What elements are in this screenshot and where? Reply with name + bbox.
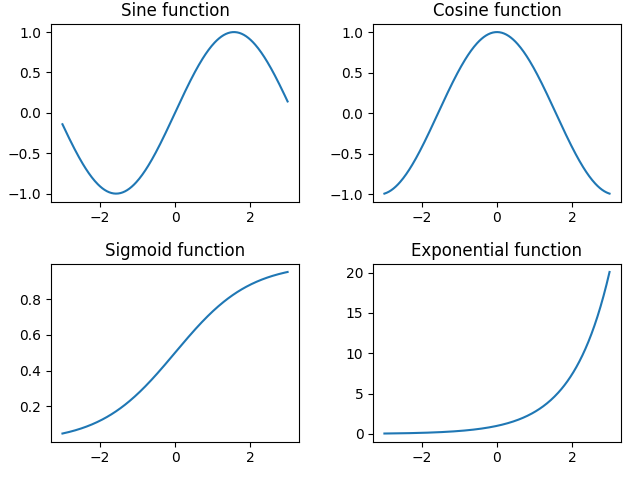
Title: Cosine function: Cosine function xyxy=(433,1,561,20)
Title: Sigmoid function: Sigmoid function xyxy=(105,241,245,260)
Title: Exponential function: Exponential function xyxy=(412,241,582,260)
Title: Sine function: Sine function xyxy=(120,1,230,20)
